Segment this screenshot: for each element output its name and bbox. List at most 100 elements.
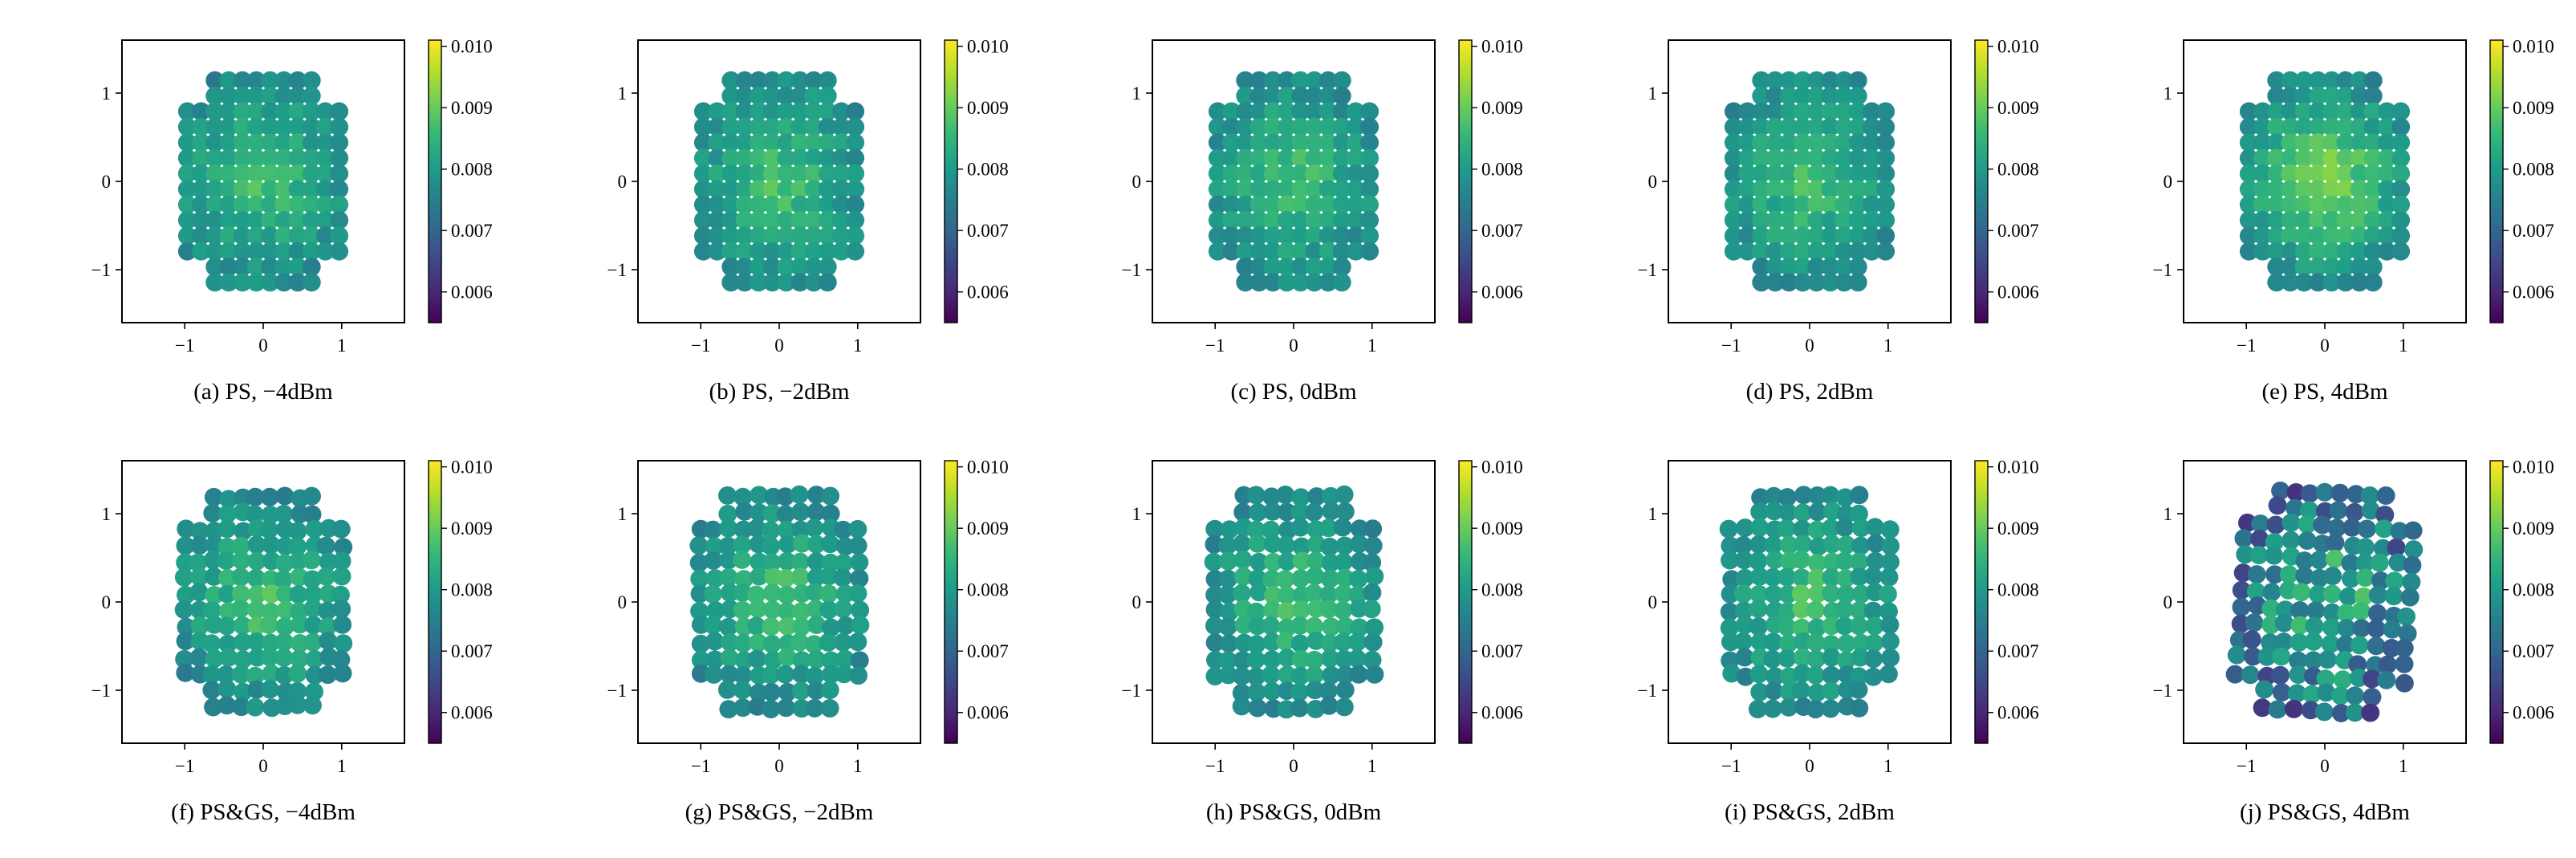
point — [777, 585, 796, 604]
point — [1291, 87, 1310, 105]
point — [1834, 273, 1854, 292]
point — [2302, 685, 2322, 704]
point — [1291, 117, 1310, 136]
point — [1249, 583, 1269, 602]
colorbar-tick-label: 0.007 — [1997, 641, 2039, 661]
scatter-points-b — [693, 71, 865, 292]
point — [1866, 551, 1885, 571]
x-tick-label: −1 — [175, 335, 194, 356]
point — [2267, 258, 2286, 276]
point — [330, 133, 349, 152]
point — [302, 258, 321, 276]
point — [2395, 673, 2414, 693]
point — [831, 210, 851, 230]
point — [2294, 87, 2314, 105]
point — [1263, 133, 1282, 152]
point — [1779, 180, 1798, 199]
point — [762, 226, 782, 246]
point — [748, 600, 767, 619]
point — [1752, 180, 1771, 199]
colorbar-tick-label: 0.010 — [967, 37, 1009, 57]
point — [818, 71, 837, 90]
point — [721, 87, 741, 105]
point — [834, 554, 853, 573]
point — [703, 584, 722, 604]
point — [834, 600, 853, 619]
point — [1291, 273, 1310, 292]
point — [2322, 618, 2341, 637]
colorbar-tick-label: 0.007 — [2513, 221, 2554, 241]
point — [750, 567, 769, 586]
point — [2377, 195, 2396, 214]
point — [1791, 584, 1810, 604]
point — [305, 665, 324, 685]
point — [749, 258, 768, 276]
point — [205, 148, 225, 168]
colorbar-tick-label: 0.009 — [1997, 518, 2039, 539]
point — [2276, 600, 2295, 620]
point — [777, 71, 796, 90]
point — [763, 504, 782, 523]
point — [202, 665, 221, 684]
point — [260, 680, 279, 699]
point — [2350, 210, 2369, 230]
point — [1276, 535, 1295, 555]
point — [1765, 133, 1785, 152]
point — [1808, 502, 1827, 522]
point — [1305, 195, 1324, 214]
point — [261, 258, 280, 276]
point — [720, 665, 739, 684]
point — [2367, 619, 2386, 638]
point — [1249, 195, 1269, 214]
point — [1322, 617, 1341, 636]
subplot-caption-h: (h) PS&GS, 0dBm — [1206, 799, 1382, 825]
point — [778, 602, 797, 621]
point — [2281, 273, 2300, 292]
point — [1750, 632, 1769, 652]
point — [1738, 102, 1757, 121]
point — [2294, 164, 2314, 183]
point — [1806, 649, 1826, 669]
point — [288, 148, 307, 168]
point — [762, 273, 782, 292]
point — [2239, 117, 2258, 136]
point — [2289, 665, 2308, 684]
point — [1218, 585, 1237, 604]
point — [1332, 242, 1351, 261]
point — [2281, 180, 2300, 199]
point — [818, 195, 837, 214]
point — [807, 616, 826, 634]
point — [2363, 669, 2382, 689]
point — [1807, 568, 1826, 588]
point — [790, 210, 810, 230]
point — [2322, 226, 2342, 246]
point — [846, 210, 865, 230]
point — [1735, 551, 1753, 570]
y-tick-label: 0 — [1648, 592, 1658, 612]
point — [2337, 619, 2356, 638]
point — [1332, 210, 1351, 230]
point — [2357, 519, 2376, 539]
point — [1247, 683, 1266, 701]
point — [749, 195, 768, 214]
point — [2329, 501, 2348, 520]
point — [1724, 117, 1743, 136]
scatter-points-c — [1208, 71, 1379, 292]
point — [1764, 681, 1783, 701]
point — [1722, 570, 1741, 589]
point — [762, 180, 782, 199]
point — [246, 117, 266, 136]
point — [176, 553, 195, 572]
point — [2225, 665, 2245, 684]
point — [1752, 273, 1771, 292]
point — [302, 195, 321, 214]
point — [2287, 684, 2306, 703]
point — [1834, 87, 1854, 105]
point — [749, 117, 768, 136]
point — [1277, 180, 1296, 199]
point — [1862, 210, 1881, 230]
x-tick-label: 1 — [853, 335, 863, 356]
point — [1263, 102, 1282, 121]
point — [2239, 195, 2258, 214]
